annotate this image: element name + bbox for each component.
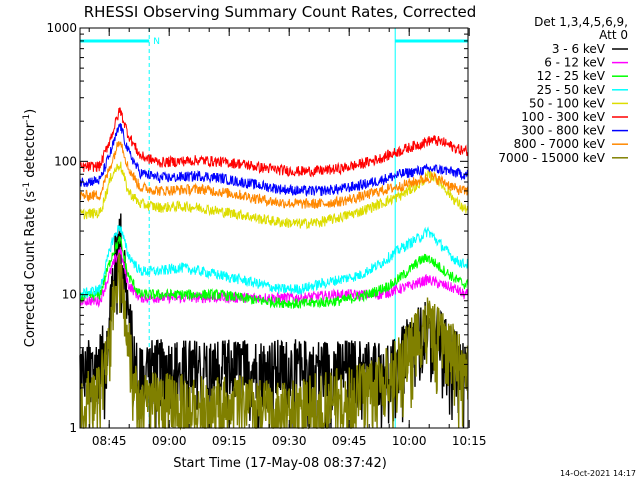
x-tick-label: 09:00 bbox=[152, 434, 187, 448]
plot-frame bbox=[79, 27, 469, 429]
x-axis-label: Start Time (17-May-08 08:37:42) bbox=[173, 456, 387, 471]
x-tick-label: 10:00 bbox=[392, 434, 427, 448]
y-axis-label-sup-1: -1 bbox=[22, 182, 32, 191]
y-axis-label: Corrected Count Rate (s-1 detector-1) bbox=[22, 109, 38, 347]
legend-header-line-2: Att 0 bbox=[599, 28, 628, 42]
legend-label: 3 - 6 keV bbox=[552, 42, 606, 56]
y-axis-label-sup-2: -1 bbox=[22, 114, 32, 123]
y-tick-label: 1 bbox=[69, 421, 77, 435]
y-tick-label: 100 bbox=[54, 154, 77, 168]
legend-label: 6 - 12 keV bbox=[544, 56, 606, 70]
series-line bbox=[79, 246, 469, 308]
y-axis-label-prefix: Corrected Count Rate (s bbox=[23, 191, 38, 348]
series-line bbox=[79, 252, 469, 431]
x-tick-label: 09:15 bbox=[212, 434, 247, 448]
series-line bbox=[79, 122, 469, 198]
footer-date: 14-Oct-2021 14:17 bbox=[560, 469, 636, 478]
plot-area: N bbox=[79, 27, 469, 431]
legend-label: 300 - 800 keV bbox=[521, 124, 605, 138]
series-line bbox=[79, 140, 469, 209]
night-flag-label: N bbox=[153, 37, 160, 47]
y-axis-label-suffix: ) bbox=[23, 109, 38, 114]
chart-title: RHESSI Observing Summary Count Rates, Co… bbox=[84, 3, 477, 21]
y-axis: 1 10 100 1000 bbox=[46, 21, 468, 435]
legend-label: 100 - 300 keV bbox=[521, 110, 605, 124]
series-line bbox=[79, 236, 469, 309]
legend-label: 12 - 25 keV bbox=[537, 69, 606, 83]
series-line bbox=[79, 107, 468, 178]
x-tick-label: 08:45 bbox=[92, 434, 127, 448]
x-axis: 08:45 09:00 09:15 09:30 09:45 10:00 10:15 bbox=[88, 28, 487, 448]
x-tick-label: 09:45 bbox=[332, 434, 367, 448]
series-line bbox=[79, 225, 469, 300]
y-axis-label-mid: detector bbox=[23, 122, 38, 182]
legend-label: 800 - 7000 keV bbox=[514, 137, 606, 151]
legend-label: 25 - 50 keV bbox=[537, 83, 606, 97]
series-line bbox=[79, 161, 469, 230]
y-tick-label: 10 bbox=[62, 288, 77, 302]
legend-header-line-1: Det 1,3,4,5,6,9, bbox=[534, 15, 628, 29]
y-tick-label: 1000 bbox=[46, 21, 77, 35]
legend-label: 50 - 100 keV bbox=[529, 96, 606, 110]
legend-label: 7000 - 15000 keV bbox=[498, 151, 605, 165]
x-tick-label: 10:15 bbox=[452, 434, 487, 448]
x-tick-label: 09:30 bbox=[272, 434, 307, 448]
